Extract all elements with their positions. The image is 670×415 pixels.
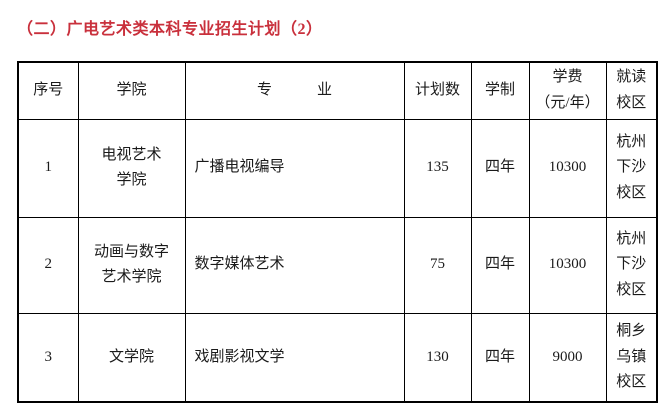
cell-campus: 杭州 下沙 校区	[605, 216, 658, 314]
cell-plan: 75	[403, 216, 472, 314]
cell-major: 戏剧影视文学	[184, 312, 405, 403]
cell-duration: 四年	[470, 312, 530, 403]
cell-tuition: 9000	[528, 312, 607, 403]
header-major: 专 业	[184, 61, 405, 120]
header-campus: 就读 校区	[605, 61, 658, 120]
cell-major: 数字媒体艺术	[184, 216, 405, 314]
cell-major: 广播电视编导	[184, 118, 405, 218]
table-row: 1 电视艺术 学院 广播电视编导 135 四年 10300 杭州 下沙 校区	[17, 118, 658, 218]
cell-index: 3	[17, 312, 79, 403]
cell-tuition: 10300	[528, 118, 607, 218]
header-index: 序号	[17, 61, 79, 120]
table-row: 3 文学院 戏剧影视文学 130 四年 9000 桐乡 乌镇 校区	[17, 312, 658, 403]
cell-college: 电视艺术 学院	[77, 118, 186, 218]
table-row: 2 动画与数字 艺术学院 数字媒体艺术 75 四年 10300 杭州 下沙 校区	[17, 216, 658, 314]
table-header-row: 序号 学院 专 业 计划数 学制 学费 （元/年） 就读 校区	[17, 61, 658, 120]
cell-plan: 135	[403, 118, 472, 218]
cell-college: 动画与数字 艺术学院	[77, 216, 186, 314]
cell-index: 2	[17, 216, 79, 314]
cell-duration: 四年	[470, 118, 530, 218]
cell-campus: 杭州 下沙 校区	[605, 118, 658, 218]
cell-college: 文学院	[77, 312, 186, 403]
page-title: （二）广电艺术类本科专业招生计划（2）	[17, 21, 323, 38]
cell-index: 1	[17, 118, 79, 218]
cell-campus: 桐乡 乌镇 校区	[605, 312, 658, 403]
enrollment-plan-table: 序号 学院 专 业 计划数 学制 学费 （元/年） 就读 校区 1 电视艺术 学…	[17, 61, 658, 403]
cell-plan: 130	[403, 312, 472, 403]
cell-duration: 四年	[470, 216, 530, 314]
header-duration: 学制	[470, 61, 530, 120]
header-college: 学院	[77, 61, 186, 120]
cell-tuition: 10300	[528, 216, 607, 314]
header-plan: 计划数	[403, 61, 472, 120]
header-tuition: 学费 （元/年）	[528, 61, 607, 120]
